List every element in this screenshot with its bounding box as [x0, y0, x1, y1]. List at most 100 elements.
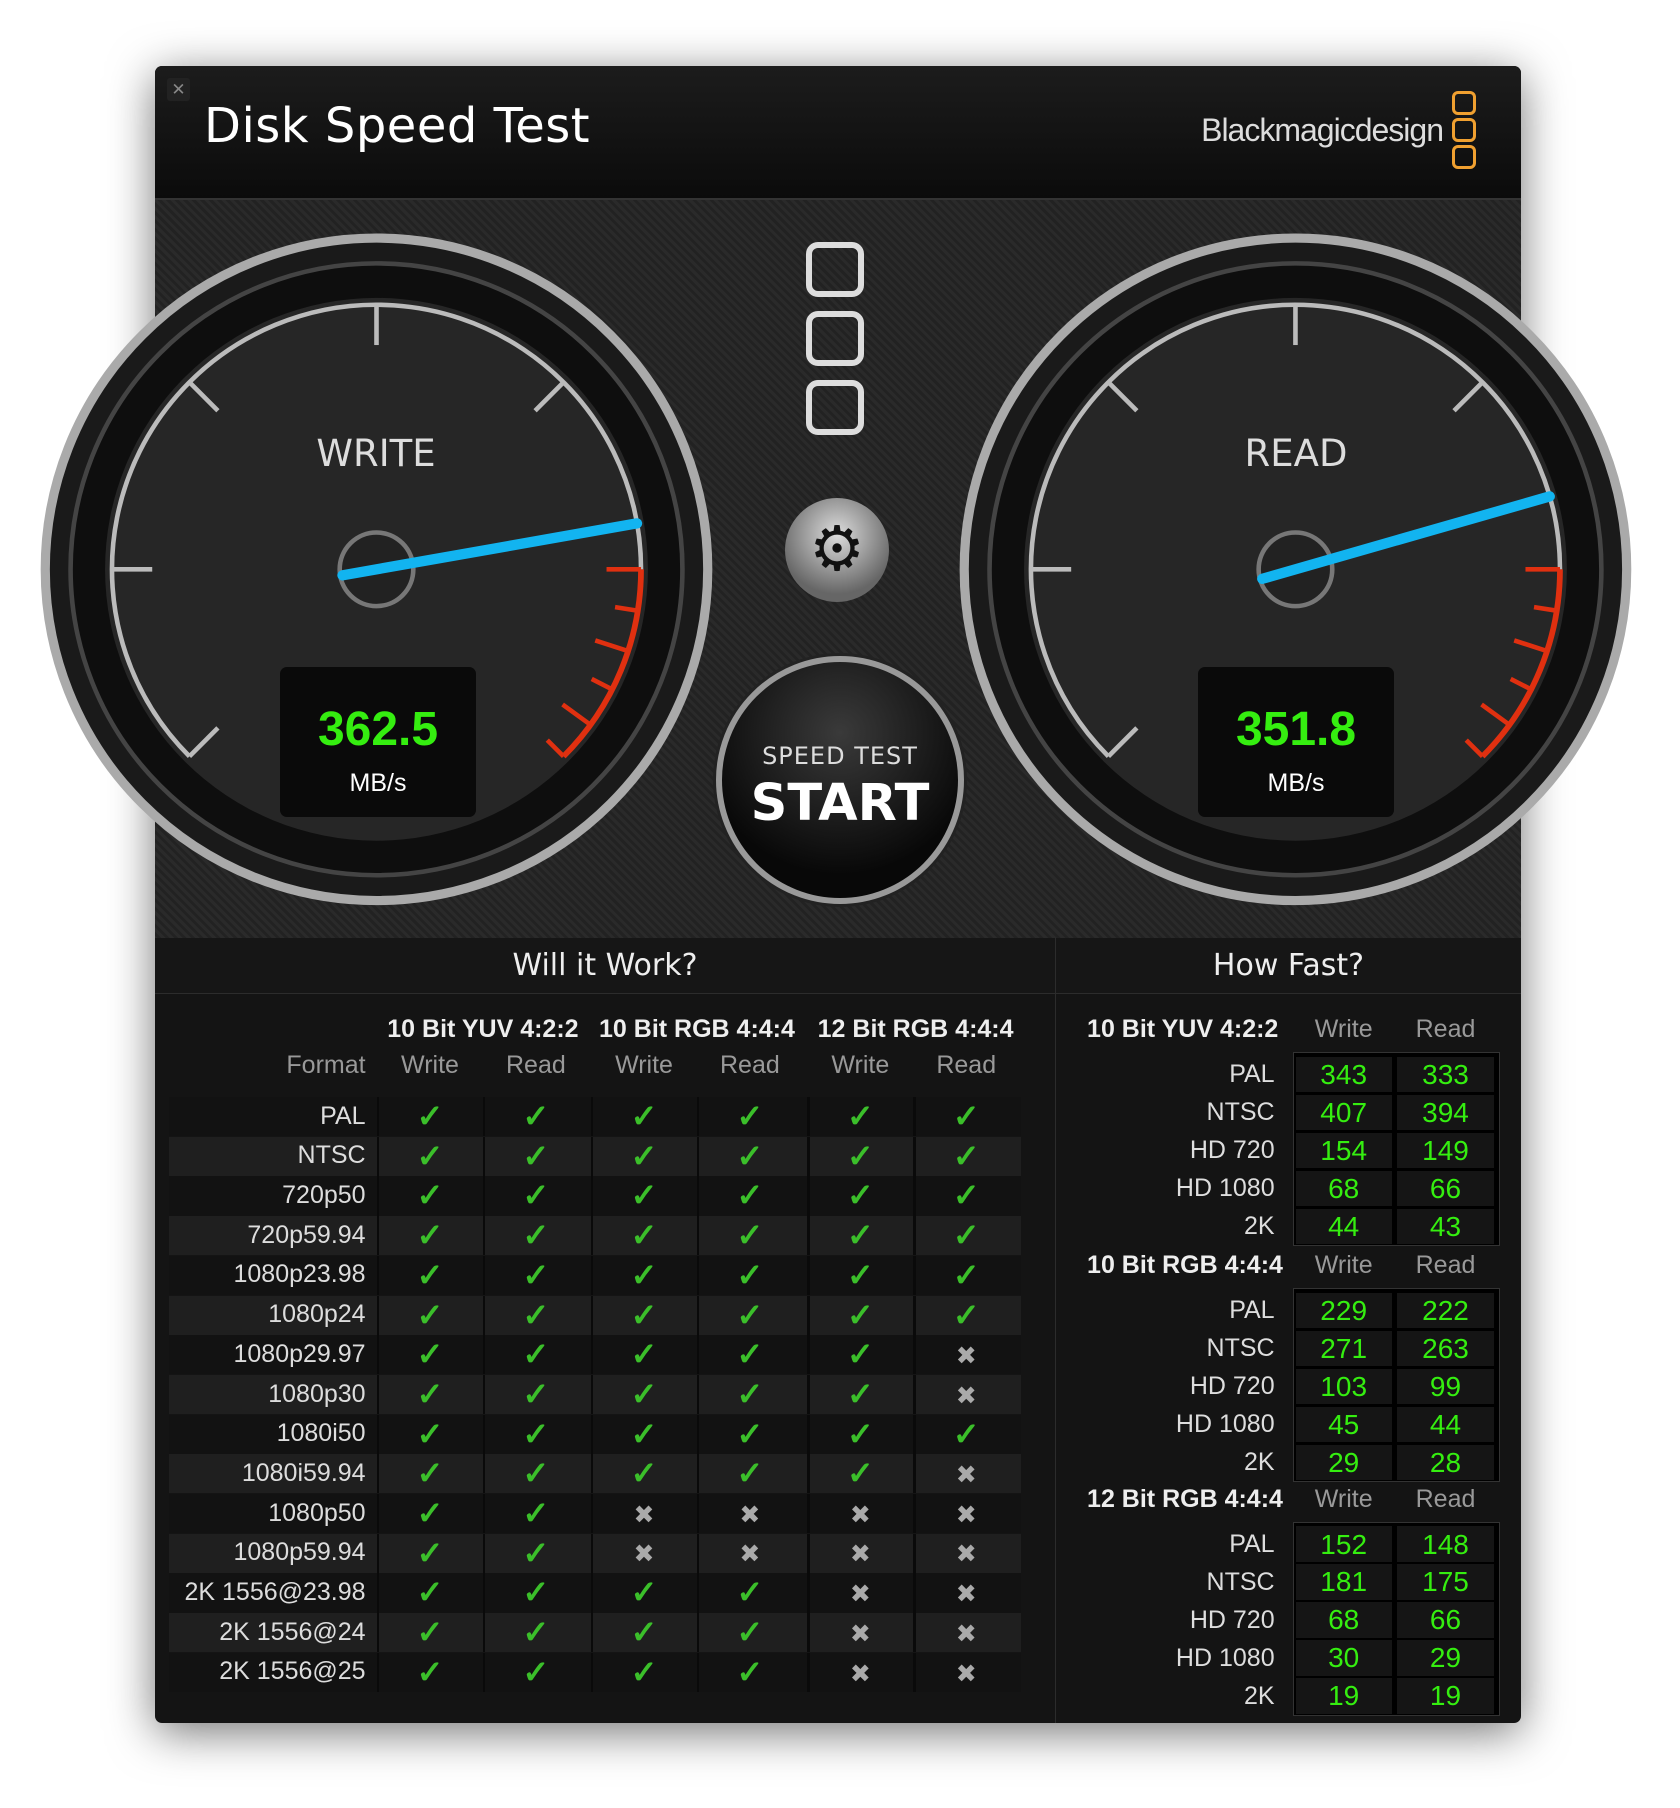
- value-cell: [1396, 1678, 1495, 1714]
- value-cell: [1396, 1526, 1495, 1562]
- table-row: [168, 1573, 1022, 1613]
- write-column-header: Write: [1314, 1015, 1373, 1044]
- read-fps-value: 148: [1422, 1528, 1469, 1560]
- gear-icon[interactable]: ⚙: [785, 498, 889, 602]
- cell-separator: [913, 1255, 916, 1295]
- how-fast-format: 2K: [1244, 1447, 1275, 1476]
- check-icon: ✓: [630, 1217, 658, 1254]
- cell-separator: [807, 1573, 810, 1613]
- how-fast-format: HD 720: [1189, 1372, 1275, 1401]
- format-name: PAL: [320, 1101, 366, 1130]
- cell-separator: [807, 1295, 810, 1335]
- read-fps-value: 394: [1422, 1097, 1469, 1128]
- value-cell: [1296, 1292, 1392, 1329]
- cell-separator: [696, 1176, 700, 1216]
- cell-separator: [696, 1136, 700, 1176]
- close-icon[interactable]: ✕: [167, 78, 190, 101]
- cell-separator: [377, 1216, 380, 1256]
- write-column-header: Write: [1314, 1251, 1373, 1280]
- cell-separator: [482, 1097, 486, 1137]
- cell-separator: [913, 1295, 916, 1335]
- format-name: 1080p59.94: [233, 1538, 366, 1567]
- title-bar: ✕ Disk Speed Test Blackmagicdesign: [155, 66, 1521, 200]
- format-name: 2K 1556@24: [219, 1617, 366, 1646]
- value-cell: [1296, 1094, 1392, 1131]
- check-icon: ✓: [522, 1137, 550, 1174]
- start-button-label: START: [750, 774, 930, 833]
- check-icon: ✓: [630, 1375, 658, 1412]
- write-fps-value: 343: [1320, 1059, 1368, 1091]
- cell-separator: [482, 1613, 486, 1653]
- check-icon: ✓: [416, 1653, 444, 1690]
- table-row: [168, 1216, 1022, 1256]
- table-row: [168, 1533, 1022, 1573]
- will-it-work-header: Will it Work?: [155, 938, 1055, 994]
- check-icon: ✓: [522, 1455, 550, 1492]
- cell-separator: [591, 1136, 594, 1176]
- read-fps-value: 28: [1429, 1446, 1462, 1478]
- cell-separator: [591, 1335, 594, 1375]
- cell-separator: [377, 1414, 380, 1454]
- check-icon: ✓: [736, 1375, 764, 1412]
- brand-logo-text: Blackmagicdesign: [1201, 112, 1444, 148]
- subcolumn-header: Write: [401, 1050, 459, 1079]
- how-fast-format: HD 1080: [1175, 1643, 1275, 1672]
- cross-icon: ✖: [739, 1500, 761, 1529]
- value-cell: [1396, 1170, 1495, 1207]
- table-row: [168, 1374, 1022, 1414]
- cell-separator: [591, 1613, 594, 1653]
- cross-icon: ✖: [955, 1580, 977, 1609]
- check-icon: ✓: [416, 1256, 444, 1293]
- read-fps-value: 263: [1422, 1332, 1469, 1364]
- table-row: [168, 1414, 1022, 1454]
- cell-separator: [913, 1533, 916, 1573]
- read-column-header: Read: [1415, 1015, 1476, 1044]
- value-cell: [1396, 1094, 1495, 1131]
- value-cell: [1296, 1406, 1392, 1443]
- cell-separator: [696, 1097, 700, 1137]
- cell-separator: [591, 1533, 594, 1573]
- cell-separator: [377, 1295, 380, 1335]
- write-speed-unit: MB/s: [349, 769, 407, 797]
- check-icon: ✓: [522, 1534, 550, 1571]
- check-icon: ✓: [736, 1137, 764, 1174]
- check-icon: ✓: [630, 1137, 658, 1174]
- subcolumn-header: Write: [831, 1050, 890, 1079]
- cell-separator: [807, 1255, 810, 1295]
- value-cell: [1296, 1640, 1392, 1676]
- check-icon: ✓: [630, 1653, 658, 1690]
- cross-icon: ✖: [955, 1500, 977, 1529]
- format-name: 1080p50: [268, 1498, 366, 1527]
- table-row: [168, 1335, 1022, 1375]
- table-row: [168, 1136, 1022, 1176]
- how-fast-format: HD 720: [1189, 1605, 1275, 1634]
- value-cell: [1396, 1292, 1495, 1329]
- cell-separator: [377, 1097, 380, 1137]
- how-fast-format: HD 1080: [1175, 1174, 1275, 1203]
- cross-icon: ✖: [633, 1500, 655, 1529]
- read-fps-value: 29: [1429, 1642, 1462, 1674]
- check-icon: ✓: [846, 1296, 874, 1333]
- read-fps-value: 222: [1422, 1294, 1469, 1326]
- how-fast-format: PAL: [1229, 1529, 1275, 1558]
- cell-separator: [807, 1176, 810, 1216]
- write-fps-value: 68: [1328, 1604, 1360, 1636]
- cell-separator: [482, 1573, 486, 1613]
- check-icon: ✓: [846, 1256, 874, 1293]
- check-icon: ✓: [416, 1098, 444, 1134]
- how-fast-format: 2K: [1244, 1212, 1275, 1241]
- cross-icon: ✖: [849, 1580, 871, 1609]
- check-icon: ✓: [846, 1177, 874, 1214]
- cell-separator: [696, 1255, 700, 1295]
- write-fps-value: 271: [1320, 1332, 1368, 1364]
- speed-test-start-button[interactable]: SPEED TEST START: [716, 656, 964, 904]
- cross-icon: ✖: [849, 1659, 871, 1688]
- cell-separator: [807, 1533, 810, 1573]
- read-fps-value: 175: [1422, 1566, 1469, 1598]
- check-icon: ✓: [846, 1217, 874, 1254]
- write-fps-value: 19: [1328, 1680, 1360, 1712]
- cell-separator: [696, 1652, 700, 1692]
- value-cell: [1396, 1132, 1495, 1169]
- table-row: [168, 1454, 1022, 1494]
- cell-separator: [696, 1374, 700, 1414]
